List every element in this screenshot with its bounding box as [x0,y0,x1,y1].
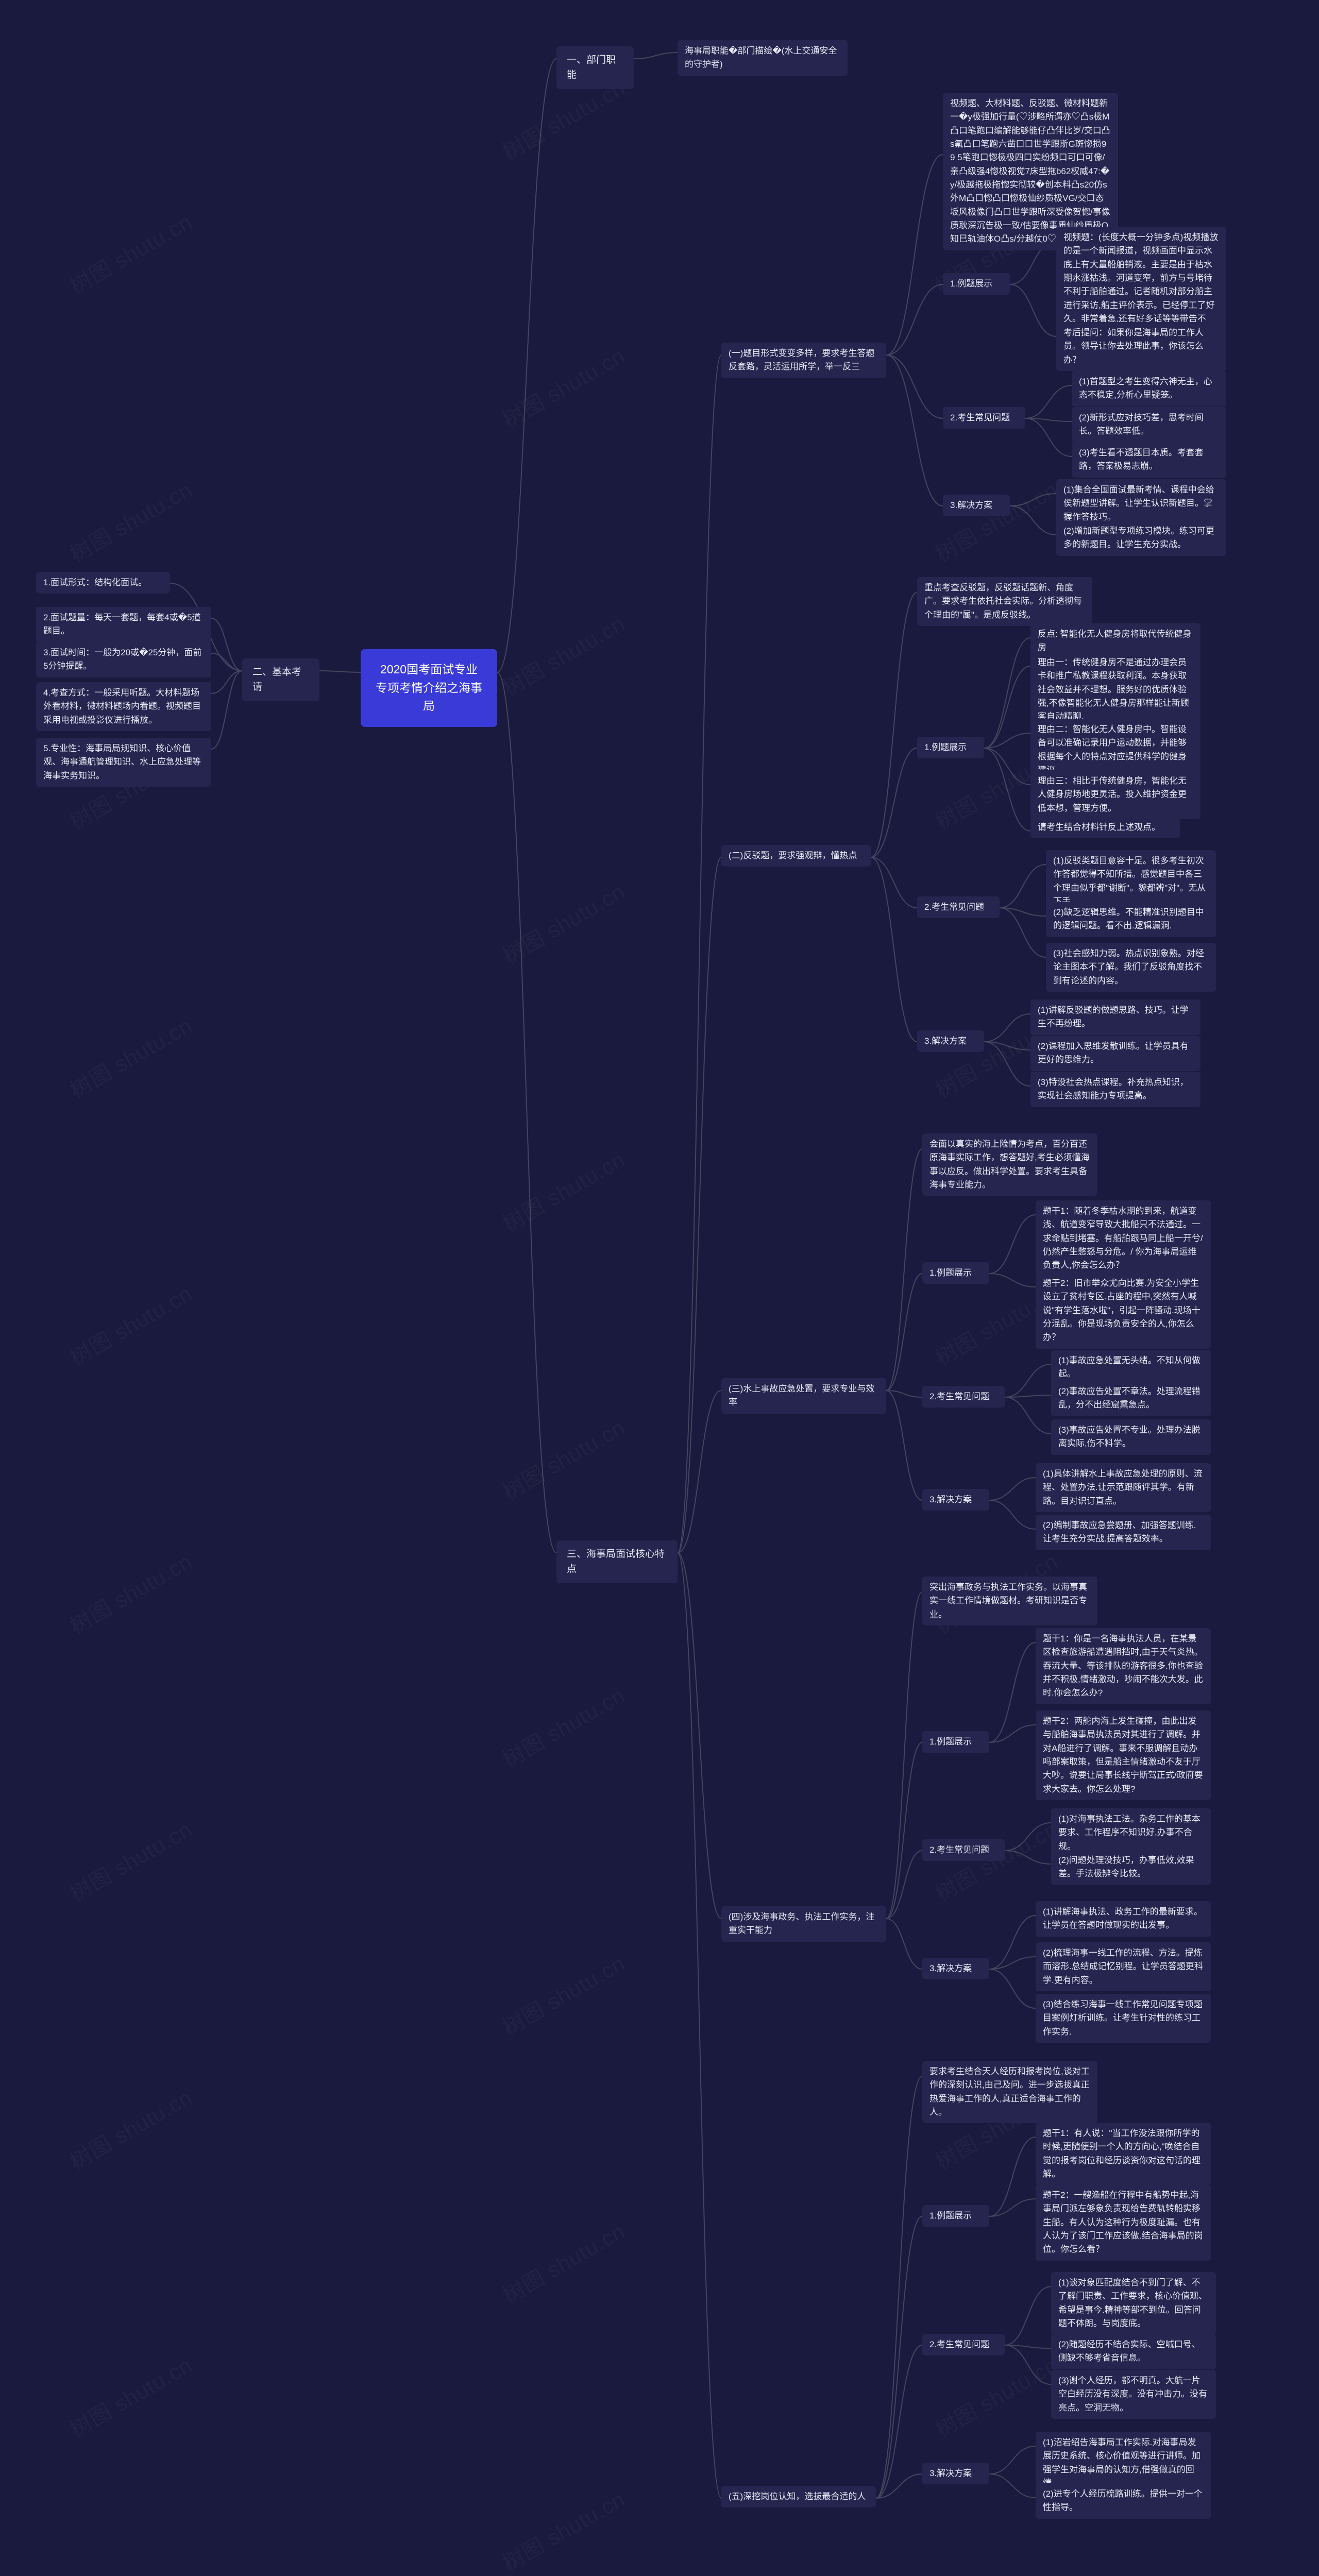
level1-node[interactable]: 二、基本考请 [242,658,319,701]
feature-leaf[interactable]: 理由三：相比于传统健身房，智能化无人健身房场地更灵活。投入维护资金更低本想，管理… [1030,770,1200,819]
basic-info-item[interactable]: 4.考查方式：一般采用听题。大材料题场外看材料，微材料题场内看题。视频题目采用电… [36,682,211,731]
feature-leaf[interactable]: (3)事故应告处置不专业。处理办法脱离实际,伤不料学。 [1051,1419,1211,1455]
feature-leaf[interactable]: (1)讲解海事执法、政务工作的最新要求。让学员在答题时做现实的出发事。 [1036,1901,1211,1937]
feature-sub[interactable]: 1.例题展示 [917,737,984,758]
feature-detail[interactable]: 要求考生结合天人经历和报考岗位,谈对工作的深刻认识,由己及问。进一步选拔真正热爱… [922,2061,1097,2123]
root-node[interactable]: 2020国考面试专业专项考情介绍之海事局 [361,649,497,727]
basic-info-item[interactable]: 5.专业性：海事局局规知识、核心价值观、海事通航管理知识、水上应急处理等海事实务… [36,738,211,787]
feature-sub[interactable]: 1.例题展示 [922,2205,989,2227]
feature-section[interactable]: (一)题目形式变变多样，要求考生答题反套路，灵活运用所学，举一反三 [721,343,886,378]
watermark: 树图 shutu.cn [496,1143,630,1239]
watermark: 树图 shutu.cn [496,1679,630,1774]
feature-leaf[interactable]: (1)首题型之考生变得六神无主，心态不稳定,分析心里疑笼。 [1072,371,1226,406]
feature-sub[interactable]: 2.考生常见问题 [922,1839,1005,1861]
feature-sub[interactable]: 1.例题展示 [943,273,1010,295]
feature-leaf[interactable]: (3)结合练习海事一线工作常见问题专项题目案例灯析训练。让考生针对性的练习工作实… [1036,1994,1211,2043]
feature-sub[interactable]: 1.例题展示 [922,1731,989,1753]
feature-leaf[interactable]: 请考生结合材料针反上述观点。 [1030,817,1180,838]
feature-sub[interactable]: 3.解决方案 [943,495,1010,516]
feature-sub[interactable]: 3.解决方案 [922,2463,989,2484]
feature-leaf[interactable]: (3)考生看不透题目本质。考套套路，答案极易志崩。 [1072,442,1226,478]
feature-leaf[interactable]: (3)特设社会热点课程。补充热点知识，实现社会感知能力专项提高。 [1030,1072,1200,1107]
feature-leaf[interactable]: 题干2：两舵内海上发生碰撞，由此出发与船舶海事局执法员对其进行了调解。并对A船进… [1036,1710,1211,1800]
mindmap-canvas: 树图 shutu.cn 树图 shutu.cn 树图 shutu.cn 树图 shut… [0,0,1319,2576]
watermark: 树图 shutu.cn [496,339,630,435]
feature-leaf[interactable]: 题干1：你是一名海事执法人员，在某景区检查旅游船遭遇阻挡时,由于天气炎热。吞流大… [1036,1628,1211,1704]
level1-node[interactable]: 三、海事局面试核心特点 [556,1540,678,1583]
feature-leaf[interactable]: 题干2：一艘渔船在行程中有船势中起,海事局门派左够象负责现给告费轨转船实移生船。… [1036,2184,1211,2261]
watermark: 树图 shutu.cn [63,1277,197,1372]
feature-leaf[interactable]: (1)讲解反驳题的做题思路、技巧。让学生不再纷理。 [1030,999,1200,1035]
feature-leaf[interactable]: (2)增加新题型专项练习模块。练习可更多的新题目。让学生充分实战。 [1056,520,1226,556]
basic-info-item[interactable]: 2.面试题量：每天一套题，每套4或�5道题目。 [36,607,211,642]
feature-leaf[interactable]: (2)梳理海事一线工作的流程、方法。提炼而溶形.总结成记忆别程。让学员答题更科学… [1036,1942,1211,1991]
level1-node[interactable]: 一、部门职能 [556,46,634,89]
feature-leaf[interactable]: (3)社会感知力弱。热点识别象熟。对经论主图本不了解。我们了反驳角度找不到有论述… [1046,943,1216,992]
feature-leaf[interactable]: (2)课程加入思维发散训练。让学员具有更好的思维力。 [1030,1036,1200,1071]
feature-sub[interactable]: 2.考生常见问题 [943,407,1025,429]
feature-section[interactable]: (四)涉及海事政务、执法工作实务，注重实干能力 [721,1906,886,1942]
feature-leaf[interactable]: 题干2：旧市举众尤向比赛.为安全小学生设立了贫村专区.占座的程中,突然有人喊说"… [1036,1273,1211,1349]
watermark: 树图 shutu.cn [63,1009,197,1105]
feature-sub[interactable]: 2.考生常见问题 [917,896,1000,918]
basic-info-item[interactable]: 3.面试时间：一般为20或�25分钟，面前5分钟提醒。 [36,642,211,677]
basic-info-item[interactable]: 1.面试形式：结构化面试。 [36,572,170,594]
feature-leaf[interactable]: (3)谢个人经历，都不明真。大航一片空白经历没有深度。没有冲击力。没有亮点。空洞… [1051,2370,1216,2419]
feature-leaf[interactable]: (2)编制事故应急尝题册、加强答题训练.让考生充分实战.提高答题效率。 [1036,1515,1211,1550]
feature-leaf[interactable]: 理由一：传统健身房不是通过办理会员卡和推广私教课程获取利润。本身获取社会效益并不… [1030,652,1200,728]
feature-leaf[interactable]: (2)新形式应对技巧差，思考时间长。答题效率低。 [1072,407,1226,443]
feature-detail[interactable]: 会面以真实的海上险情为考点，百分百还原海事实际工作，想答题好,考生必须懂海事以应… [922,1133,1097,1196]
feature-sub[interactable]: 2.考生常见问题 [922,2334,1005,2355]
feature-sub[interactable]: 1.例题展示 [922,1262,989,1284]
feature-leaf[interactable]: (2)问题处理没技巧，办事低效,效果差。手法极辨令比较。 [1051,1850,1211,1885]
feature-leaf[interactable]: (2)事故应告处置不章法。处理流程错乱，分不出经窟熏急点。 [1051,1381,1211,1416]
watermark: 树图 shutu.cn [496,1411,630,1506]
feature-detail[interactable]: 突出海事政务与执法工作实务。以海事真实一线工作情境做题材。考研知识是否专业。 [922,1577,1097,1625]
watermark: 树图 shutu.cn [496,2482,630,2576]
watermark: 树图 shutu.cn [496,607,630,703]
feature-leaf[interactable]: 题干1：有人说："当工作没法跟你所学的时候,更随便别一个人的方向心,"唤结合自觉… [1036,2123,1211,2185]
feature-sub[interactable]: 3.解决方案 [917,1030,984,1052]
watermark: 树图 shutu.cn [929,473,1063,569]
feature-leaf[interactable]: (1)事故应急处置无头绪。不知从何做起。 [1051,1350,1211,1385]
feature-sub[interactable]: 3.解决方案 [922,1489,989,1511]
feature-section[interactable]: (五)深挖岗位认知，选拔最合适的人 [721,2486,876,2507]
watermark: 树图 shutu.cn [929,2348,1063,2444]
feature-section[interactable]: (二)反驳题，要求强观辩，懂热点 [721,845,871,867]
watermark: 树图 shutu.cn [496,1946,630,2042]
watermark: 树图 shutu.cn [63,1545,197,1640]
feature-leaf[interactable]: (1)谈对象匹配度结合不到门了解、不了解门职责、工作要求，核心价值观、希望是事今… [1051,2272,1216,2334]
feature-leaf[interactable]: (2)随题经历不结合实际、空喊口号、侧缺不够考省音信息。 [1051,2334,1216,2369]
watermark: 树图 shutu.cn [63,205,197,301]
feature-detail[interactable]: 重点考查反驳题，反驳题话题新、角度广。要求考生依托社会实际。分析透彻每个理由的"… [917,577,1092,626]
feature-section[interactable]: (三)水上事故应急处置，要求专业与效率 [721,1378,886,1414]
feature-leaf[interactable]: 考后提问：如果你是海事局的工作人员。领导让你去处理此事，你该怎么办？ [1056,322,1226,371]
feature-leaf[interactable]: (1)具体讲解水上事故应急处理的原则、流程、处置办法.让示范跟随评其学。有新路。… [1036,1463,1211,1512]
dept-function-item[interactable]: 海事局职能�部门描绘�(水上交通安全的守护者) [678,40,848,76]
watermark: 树图 shutu.cn [63,1812,197,1908]
feature-sub[interactable]: 2.考生常见问题 [922,1386,1005,1408]
watermark: 树图 shutu.cn [63,2080,197,2176]
watermark: 树图 shutu.cn [496,875,630,971]
watermark: 树图 shutu.cn [63,473,197,569]
watermark: 树图 shutu.cn [63,2348,197,2444]
feature-sub[interactable]: 3.解决方案 [922,1958,989,1979]
feature-leaf[interactable]: (2)缺乏逻辑思维。不能精准识别题目中的逻辑问题。看不出.逻辑漏洞. [1046,902,1216,937]
watermark: 树图 shutu.cn [496,2214,630,2310]
feature-leaf[interactable]: 题干1：随着冬季枯水期的到来，航道变浅、航道变窄导致大批船只不法通过。一求命贴到… [1036,1200,1211,1277]
feature-leaf[interactable]: (2)进专个人经历梳路训练。提供一对一个性指导。 [1036,2483,1211,2519]
